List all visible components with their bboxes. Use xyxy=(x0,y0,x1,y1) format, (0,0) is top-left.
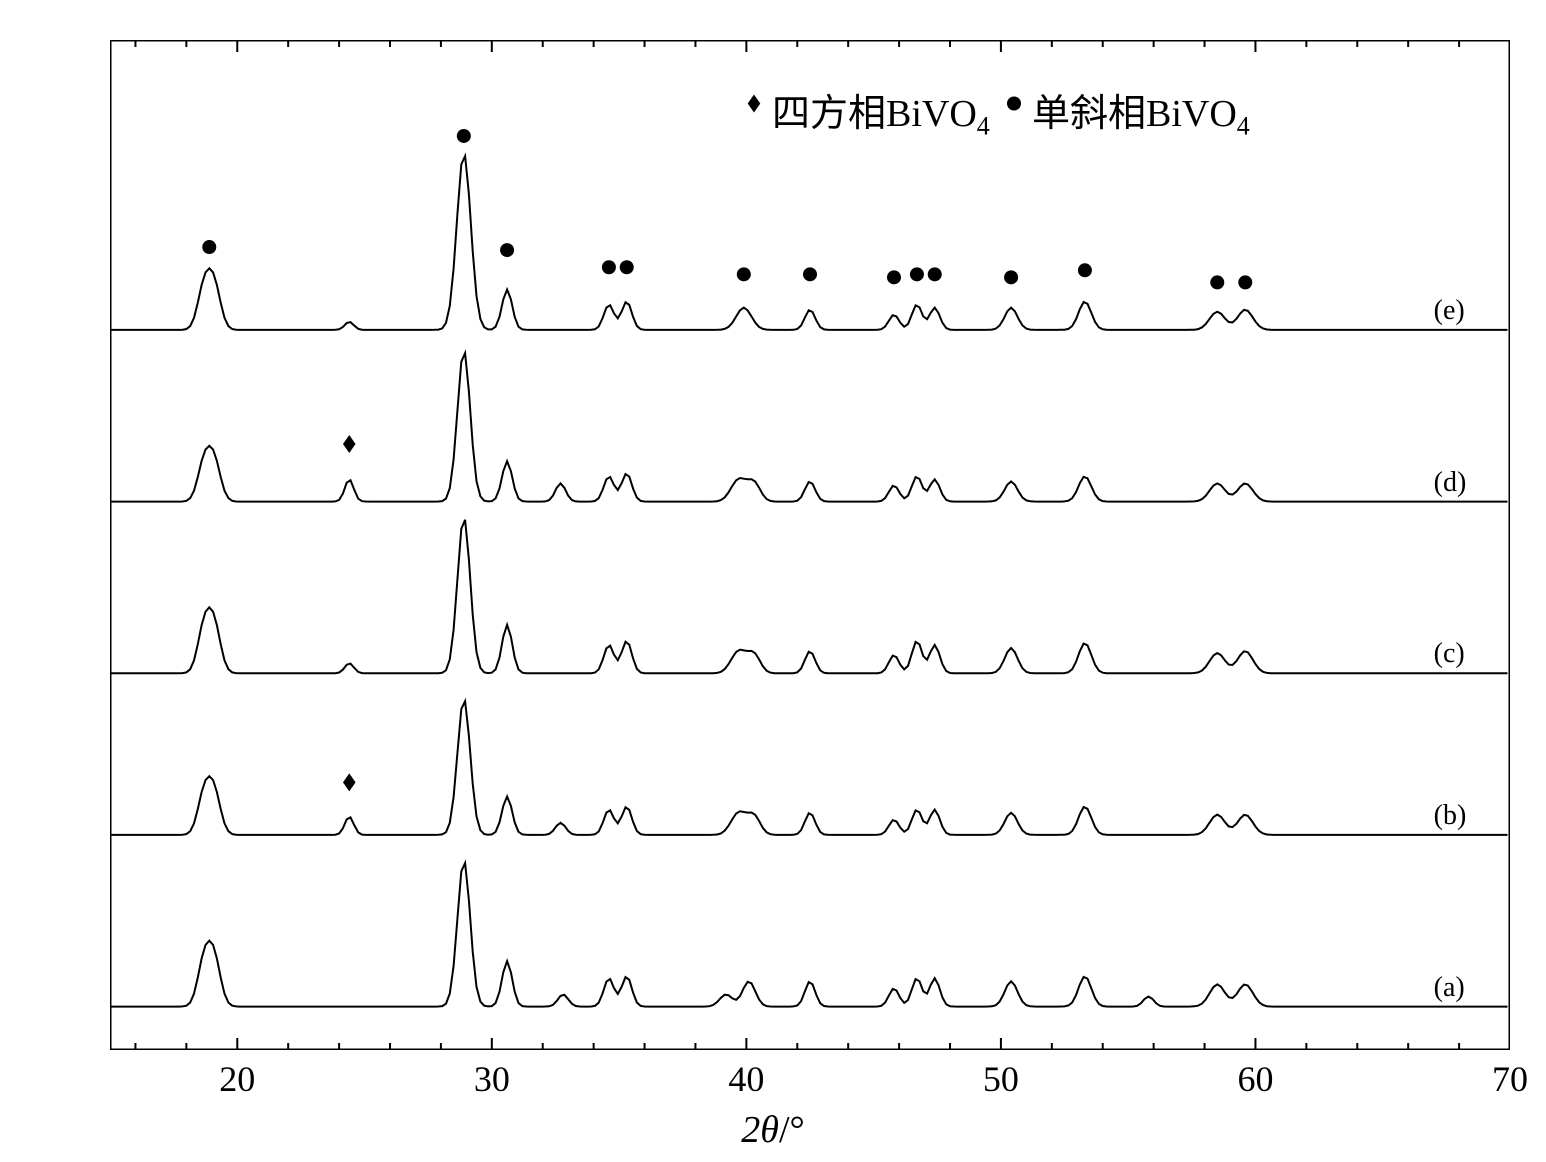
x-tick-label: 30 xyxy=(474,1058,510,1100)
x-tick-label: 20 xyxy=(219,1058,255,1100)
plot-area: 203040506070(a)(b)(c)(d)(e)四方相BiVO4单斜相Bi… xyxy=(110,40,1510,1055)
series-label: (c) xyxy=(1434,638,1465,670)
x-tick-label: 70 xyxy=(1492,1058,1528,1100)
chart-container: Intensity/(a.u.) 203040506070(a)(b)(c)(d… xyxy=(0,0,1546,1162)
x-tick-label: 60 xyxy=(1237,1058,1273,1100)
series-label: (d) xyxy=(1434,467,1467,499)
x-tick-label: 50 xyxy=(983,1058,1019,1100)
x-tick-label: 40 xyxy=(728,1058,764,1100)
series-label: (e) xyxy=(1434,295,1465,327)
legend-item: 单斜相BiVO4 xyxy=(1032,82,1250,142)
x-axis-label: 2θ/° xyxy=(741,1108,804,1152)
series-label: (b) xyxy=(1434,800,1467,832)
legend-item: 四方相BiVO4 xyxy=(772,82,990,142)
plot-svg xyxy=(110,40,1510,1050)
series-label: (a) xyxy=(1434,972,1465,1004)
